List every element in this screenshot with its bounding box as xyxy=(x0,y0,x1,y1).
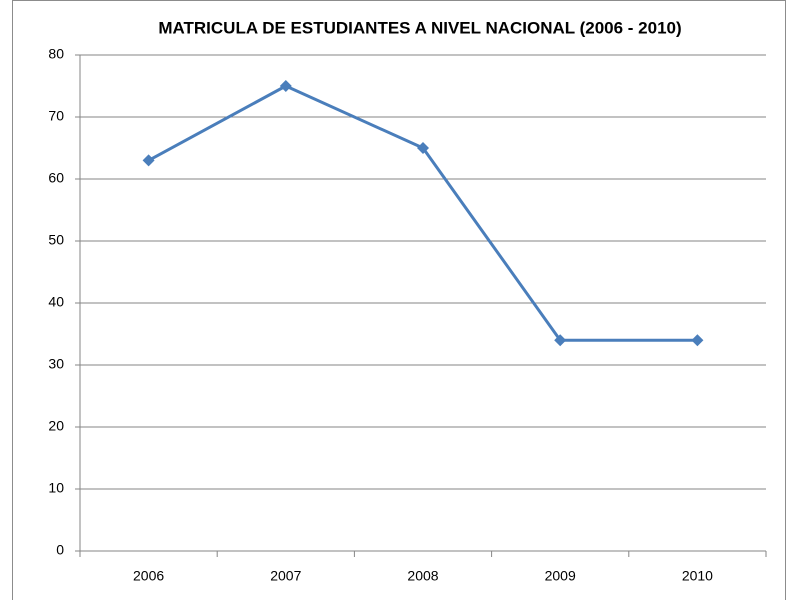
y-tick-label: 40 xyxy=(48,294,64,310)
chart-frame xyxy=(12,0,786,600)
data-point xyxy=(279,80,292,92)
y-tick-label: 10 xyxy=(48,480,64,496)
data-point xyxy=(554,334,567,347)
x-tick-label: 2007 xyxy=(270,568,301,584)
data-point xyxy=(142,154,155,167)
data-point xyxy=(417,142,429,154)
y-tick-label: 80 xyxy=(48,46,64,62)
y-tick-label: 70 xyxy=(48,108,64,124)
y-tick-label: 50 xyxy=(48,232,64,248)
y-tick-label: 60 xyxy=(48,170,64,186)
x-tick-label: 2009 xyxy=(545,568,576,584)
x-tick-label: 2008 xyxy=(407,568,438,584)
y-tick-label: 30 xyxy=(48,356,64,372)
data-point xyxy=(691,334,704,347)
x-tick-label: 2006 xyxy=(133,568,164,584)
chart-title: MATRICULA DE ESTUDIANTES A NIVEL NACIONA… xyxy=(158,18,681,37)
y-tick-label: 20 xyxy=(48,418,64,434)
x-tick-label: 2010 xyxy=(682,568,713,584)
y-tick-label: 0 xyxy=(56,542,64,558)
